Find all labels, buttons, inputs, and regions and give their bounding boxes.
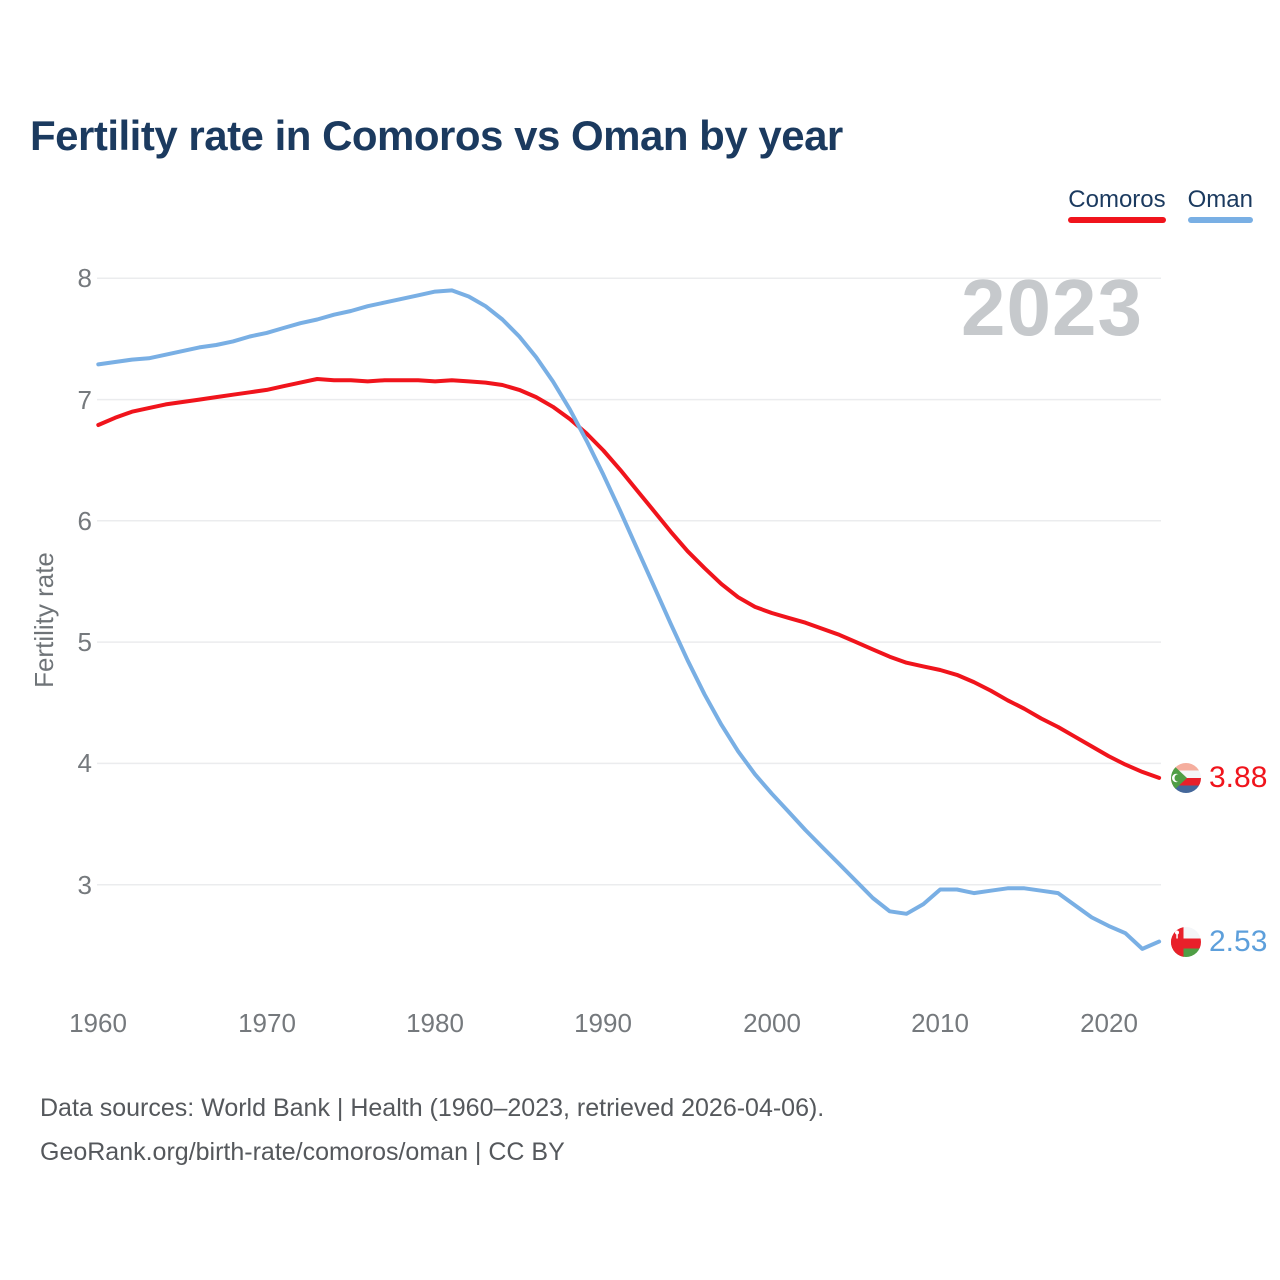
end-label-oman: 2.53 xyxy=(1171,927,1267,957)
x-tick-1980: 1980 xyxy=(406,1008,464,1038)
legend-item-comoros[interactable]: Comoros xyxy=(1068,186,1166,223)
page-title: Fertility rate in Comoros vs Oman by yea… xyxy=(30,112,843,159)
legend-color-bar-comoros xyxy=(1068,217,1166,223)
end-value-comoros: 3.88 xyxy=(1209,761,1268,794)
x-tick-2010: 2010 xyxy=(911,1008,969,1038)
footer: Data sources: World Bank | Health (1960–… xyxy=(40,1086,824,1174)
end-label-comoros: 3.88 xyxy=(1171,763,1267,793)
comoros-flag-icon xyxy=(1171,763,1201,793)
footer-attribution-line: GeoRank.org/birth-rate/comoros/oman | CC… xyxy=(40,1138,565,1166)
watermark-year: 2023 xyxy=(961,263,1143,352)
x-tick-2020: 2020 xyxy=(1080,1008,1138,1038)
y-tick-5: 5 xyxy=(77,627,92,657)
x-tick-2000: 2000 xyxy=(743,1008,801,1038)
series-line-comoros xyxy=(96,377,1162,780)
y-tick-3: 3 xyxy=(77,870,92,900)
legend-item-oman[interactable]: Oman xyxy=(1187,186,1253,223)
y-tick-7: 7 xyxy=(77,385,92,415)
x-tick-1990: 1990 xyxy=(574,1008,632,1038)
legend-label-comoros: Comoros xyxy=(1068,186,1166,213)
oman-flag-icon xyxy=(1171,927,1201,957)
legend-color-bar-oman xyxy=(1187,217,1253,223)
legend-label-oman: Oman xyxy=(1187,186,1253,213)
y-axis-title: Fertility rate xyxy=(29,552,59,688)
y-tick-6: 6 xyxy=(77,506,92,536)
y-tick-8: 8 xyxy=(77,263,92,293)
footer-sources-line: Data sources: World Bank | Health (1960–… xyxy=(40,1094,825,1122)
y-tick-4: 4 xyxy=(77,748,92,778)
x-tick-1970: 1970 xyxy=(238,1008,296,1038)
end-value-oman: 2.53 xyxy=(1209,925,1268,958)
legend: Comoros Oman xyxy=(1068,186,1253,223)
x-tick-1960: 1960 xyxy=(69,1008,127,1038)
series-line-oman xyxy=(96,288,1162,951)
